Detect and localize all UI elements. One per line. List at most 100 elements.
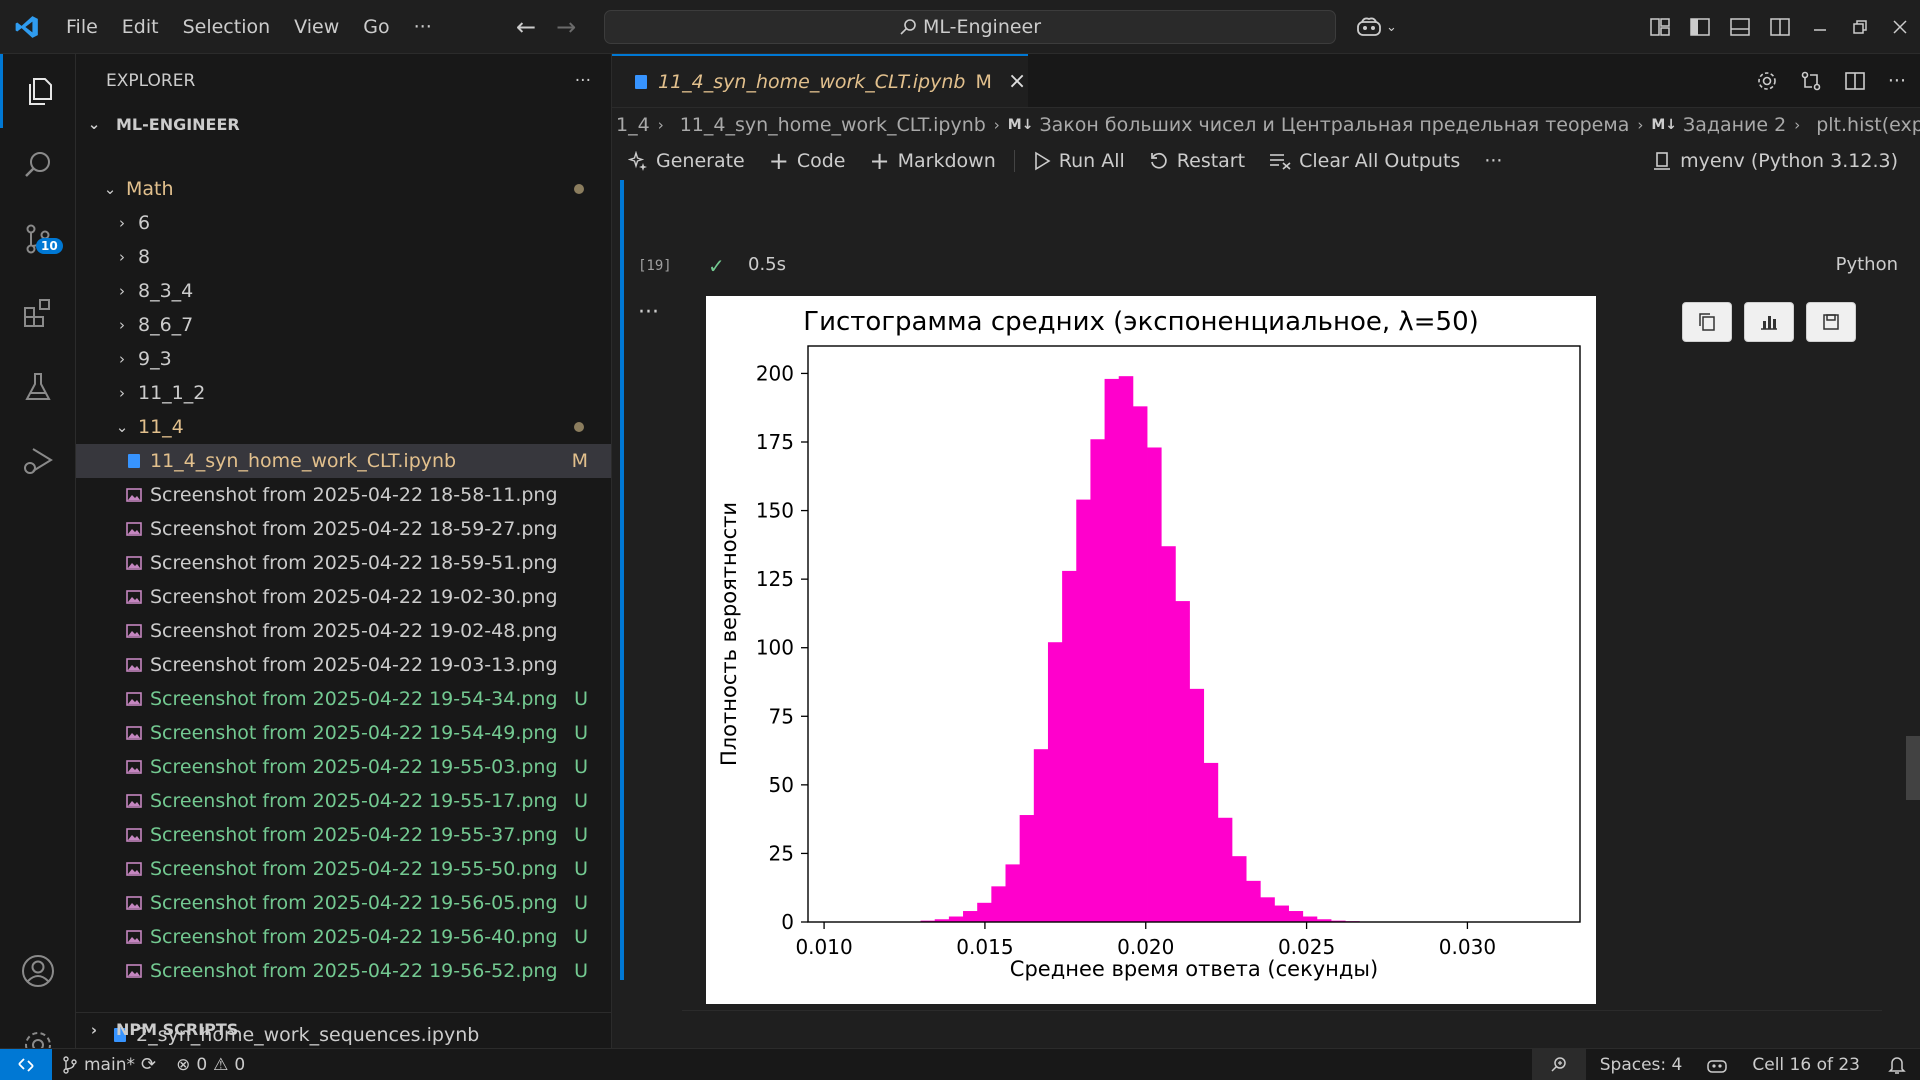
generate-label: Generate (656, 150, 745, 172)
more-actions-icon[interactable]: ··· (1887, 70, 1906, 92)
extensions-activity[interactable] (0, 276, 76, 350)
notebook-icon (128, 454, 140, 468)
toggle-primary-sidebar-icon[interactable] (1680, 0, 1720, 54)
menu-file[interactable]: File (66, 15, 98, 38)
notifications-bell[interactable] (1874, 1055, 1920, 1075)
cell-position-status[interactable]: Cell 16 of 23 (1752, 1055, 1860, 1075)
close-window-icon[interactable] (1880, 0, 1920, 54)
indentation-status[interactable]: Spaces: 4 (1599, 1055, 1683, 1075)
kernel-picker[interactable]: myenv (Python 3.12.3) (1652, 150, 1898, 172)
file-row[interactable]: Screenshot from 2025-04-22 19-56-52.png U (76, 954, 611, 988)
split-editor-icon[interactable] (1844, 70, 1866, 92)
testing-activity[interactable] (0, 350, 76, 424)
breadcrumb-folder[interactable]: 1_4 (616, 114, 650, 136)
restore-icon[interactable] (1840, 0, 1880, 54)
menu-bar: File Edit Selection View Go ··· (54, 16, 444, 38)
open-plot-viewer-button[interactable] (1744, 302, 1794, 342)
run-debug-activity[interactable] (0, 424, 76, 498)
tab-notebook[interactable]: 11_4_syn_home_work_CLT.ipynb M × (612, 54, 1028, 107)
accounts-activity[interactable] (0, 934, 76, 1008)
toolbar-more-button[interactable]: ··· (1484, 150, 1502, 172)
zoom-icon (1551, 1057, 1566, 1072)
execution-count: [19] (638, 258, 672, 274)
histogram-bar (991, 886, 1006, 922)
explorer-more-icon[interactable]: ··· (574, 71, 591, 91)
npm-scripts-section[interactable]: › NPM SCRIPTS (76, 1012, 611, 1046)
file-row[interactable]: Screenshot from 2025-04-22 19-55-37.png U (76, 818, 611, 852)
clear-outputs-button[interactable]: Clear All Outputs (1269, 150, 1460, 172)
breadcrumb-section[interactable]: Закон больших чисел и Центральная предел… (1039, 114, 1630, 136)
file-row[interactable]: Screenshot from 2025-04-22 18-59-27.png (76, 512, 611, 546)
file-row[interactable]: Screenshot from 2025-04-22 18-59-51.png (76, 546, 611, 580)
cell-language[interactable]: Python (1835, 254, 1898, 275)
file-row[interactable]: Screenshot from 2025-04-22 19-55-03.png U (76, 750, 611, 784)
copilot-menu[interactable]: ⌄ (1356, 12, 1397, 42)
add-code-button[interactable]: + Code (769, 147, 846, 175)
breadcrumb-symbol[interactable]: plt.hist(exp (1816, 114, 1920, 136)
branch-status[interactable]: main* ⟳ (52, 1054, 166, 1075)
output-more-icon[interactable]: ··· (638, 300, 659, 325)
folder-11-4[interactable]: ⌄ 11_4 (76, 410, 611, 444)
run-all-button[interactable]: Run All (1033, 150, 1125, 172)
status-right: Spaces: 4 Cell 16 of 23 (1531, 1049, 1920, 1080)
folder-math[interactable]: ⌄ Math (76, 172, 611, 206)
chevron-right-icon: › (993, 116, 1000, 134)
menu-more[interactable]: ··· (413, 15, 432, 38)
file-row[interactable]: Screenshot from 2025-04-22 19-02-30.png (76, 580, 611, 614)
toggle-panel-icon[interactable] (1720, 0, 1760, 54)
command-center-search[interactable]: ML-Engineer (604, 10, 1336, 44)
remote-indicator[interactable] (0, 1048, 52, 1080)
zoom-indicator[interactable] (1531, 1049, 1586, 1080)
folder-8-6-7[interactable]: › 8_6_7 (76, 308, 611, 342)
folder-8-3-4[interactable]: › 8_3_4 (76, 274, 611, 308)
file-notebook-sequences[interactable]: 2_syn_home_work_sequences.ipynb (76, 1018, 611, 1048)
add-markdown-button[interactable]: + Markdown (870, 147, 996, 175)
chevron-right-icon: › (119, 350, 125, 368)
save-output-button[interactable] (1806, 302, 1856, 342)
customize-layout-icon[interactable] (1640, 0, 1680, 54)
file-notebook-selected[interactable]: 11_4_syn_home_work_CLT.ipynb M (76, 444, 611, 478)
file-row[interactable]: Screenshot from 2025-04-22 19-56-05.png U (76, 886, 611, 920)
markdown-icon: M↓ (1651, 117, 1678, 133)
generate-button[interactable]: Generate (628, 150, 745, 172)
file-row[interactable]: Screenshot from 2025-04-22 19-03-13.png (76, 648, 611, 682)
breadcrumb-subsection[interactable]: Задание 2 (1683, 114, 1787, 136)
menu-selection[interactable]: Selection (182, 15, 271, 38)
gear-icon[interactable] (1756, 70, 1778, 92)
editor-scrollbar[interactable] (1906, 736, 1920, 800)
folder-label: 9_3 (138, 348, 172, 370)
file-row[interactable]: Screenshot from 2025-04-22 19-02-48.png (76, 614, 611, 648)
folder-6[interactable]: › 6 (76, 206, 611, 240)
file-row[interactable]: Screenshot from 2025-04-22 18-58-11.png (76, 478, 611, 512)
file-row[interactable]: Screenshot from 2025-04-22 19-54-49.png U (76, 716, 611, 750)
restart-button[interactable]: Restart (1149, 150, 1245, 172)
minimize-icon[interactable] (1800, 0, 1840, 54)
toggle-secondary-sidebar-icon[interactable] (1760, 0, 1800, 54)
copilot-status[interactable] (1696, 1056, 1738, 1074)
explorer-activity[interactable] (0, 54, 76, 128)
file-row[interactable]: Screenshot from 2025-04-22 19-55-50.png U (76, 852, 611, 886)
problems-status[interactable]: ⊗ 0 ⚠ 0 (166, 1055, 255, 1075)
workspace-section-header[interactable]: ⌄ ML-ENGINEER (76, 108, 611, 140)
folder-8[interactable]: › 8 (76, 240, 611, 274)
file-row[interactable]: Screenshot from 2025-04-22 19-54-34.png U (76, 682, 611, 716)
file-row[interactable]: Screenshot from 2025-04-22 19-56-40.png U (76, 920, 611, 954)
back-arrow-icon[interactable]: ← (516, 13, 537, 41)
compare-changes-icon[interactable] (1800, 70, 1822, 92)
menu-view[interactable]: View (294, 15, 340, 38)
file-row[interactable]: Screenshot from 2025-04-22 19-55-17.png U (76, 784, 611, 818)
source-control-activity[interactable]: 10 (0, 202, 76, 276)
search-activity[interactable] (0, 128, 76, 202)
close-icon[interactable]: × (1007, 69, 1027, 94)
breadcrumb-file[interactable]: 11_4_syn_home_work_CLT.ipynb (679, 114, 986, 136)
forward-arrow-icon[interactable]: → (556, 13, 577, 41)
menu-go[interactable]: Go (363, 15, 390, 38)
sync-icon[interactable]: ⟳ (140, 1054, 157, 1075)
folder-9-3[interactable]: › 9_3 (76, 342, 611, 376)
folder-11-1-2[interactable]: › 11_1_2 (76, 376, 611, 410)
markdown-icon: M↓ (1007, 117, 1034, 133)
copy-output-button[interactable] (1682, 302, 1732, 342)
menu-edit[interactable]: Edit (121, 15, 159, 38)
y-tick-label: 50 (769, 773, 794, 797)
more-icon: ··· (1484, 150, 1503, 172)
